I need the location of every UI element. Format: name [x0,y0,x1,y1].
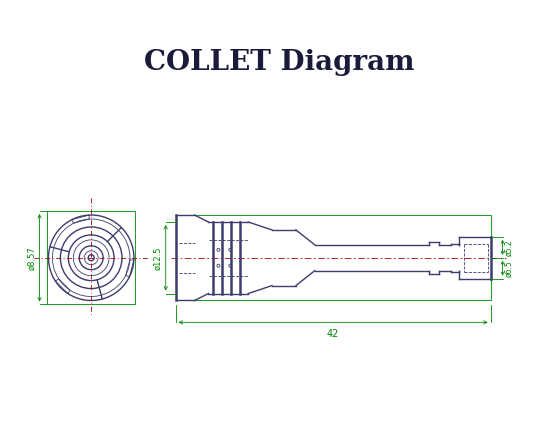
Bar [47,211,135,304]
Text: ø5.2: ø5.2 [504,239,513,256]
Text: ø12.5: ø12.5 [154,246,163,269]
Text: 42: 42 [327,329,339,339]
Text: ø8.57: ø8.57 [27,246,36,270]
Bar [176,215,490,300]
Text: ø6.5: ø6.5 [504,260,513,276]
Text: COLLET Diagram: COLLET Diagram [144,49,414,77]
